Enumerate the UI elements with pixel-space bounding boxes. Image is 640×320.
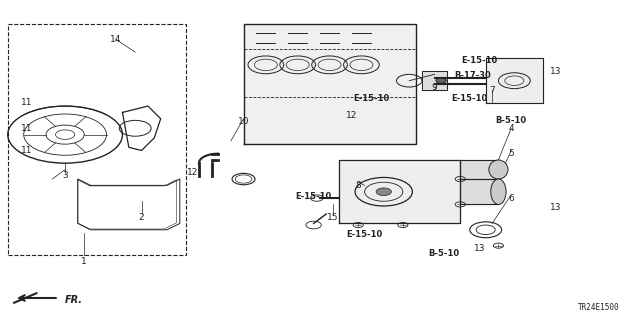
Text: B-5-10: B-5-10 [495,116,527,125]
Text: B-17-30: B-17-30 [454,71,492,80]
Polygon shape [460,160,499,179]
Text: 13: 13 [550,67,561,76]
Text: 11: 11 [21,146,33,155]
Polygon shape [460,179,499,204]
Polygon shape [244,24,415,144]
Text: E-15-10: E-15-10 [452,94,488,103]
Text: 14: 14 [111,35,122,44]
Text: 11: 11 [21,99,33,108]
Text: 12: 12 [346,111,358,120]
Text: 13: 13 [550,203,561,212]
Text: 3: 3 [62,172,68,180]
Text: B-5-10: B-5-10 [429,249,460,258]
Ellipse shape [491,179,506,204]
Text: 4: 4 [508,124,514,133]
Text: E-15-10: E-15-10 [296,192,332,201]
Text: 11: 11 [21,124,33,133]
Text: 13: 13 [474,244,485,253]
Polygon shape [486,59,543,103]
Text: 9: 9 [432,83,438,92]
Polygon shape [339,160,460,223]
Text: 1: 1 [81,257,87,266]
Circle shape [376,188,392,196]
Polygon shape [422,71,447,90]
Text: E-15-10: E-15-10 [353,94,389,103]
Ellipse shape [489,160,508,179]
Text: 12: 12 [187,168,198,177]
Text: 15: 15 [327,212,339,222]
Circle shape [436,78,446,83]
Text: FR.: FR. [65,295,83,305]
Text: E-15-10: E-15-10 [461,56,497,65]
Text: TR24E1500: TR24E1500 [578,303,620,312]
Text: 8: 8 [355,181,361,190]
Text: 6: 6 [508,194,514,203]
Text: 7: 7 [489,86,495,95]
Text: 10: 10 [238,117,250,126]
Text: 2: 2 [139,212,145,222]
Text: 5: 5 [508,149,514,158]
Text: E-15-10: E-15-10 [346,230,383,239]
